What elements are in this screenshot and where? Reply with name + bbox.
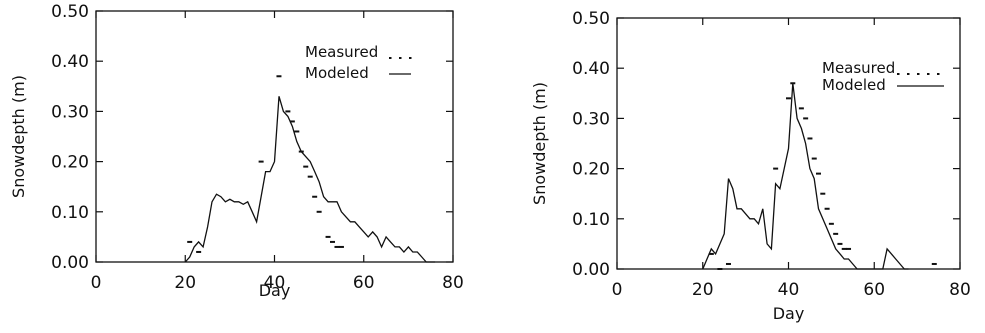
y-tick-label: 0.40 — [572, 59, 610, 79]
series-modeled-line — [702, 83, 909, 270]
y-tick-label: 0.10 — [572, 210, 610, 230]
x-tick-label: 40 — [778, 280, 800, 300]
x-tick-label: 0 — [91, 273, 102, 293]
series-modeled-line — [184, 96, 436, 263]
legend-modeled-label: Modeled — [822, 76, 886, 94]
chart-1: 0 20 40 60 80 0.00 0.10 0.20 0.30 0.40 0.50 Day Snow… — [9, 2, 464, 300]
x-tick-label: 0 — [612, 280, 623, 300]
x-tick-label: 20 — [174, 273, 196, 293]
legend-measured-label: Measured — [305, 43, 378, 61]
legend-measured-label: Measured — [822, 59, 895, 77]
x-tick-label: 60 — [863, 280, 885, 300]
x-tick-label: 40 — [264, 273, 286, 293]
y-axis-label: Snowdepth (m) — [530, 82, 549, 205]
y-tick-label: 0.00 — [51, 253, 89, 273]
x-tick-label: 80 — [949, 280, 971, 300]
y-tick-label: 0.30 — [572, 109, 610, 129]
y-tick-label: 0.40 — [51, 52, 89, 72]
plot-frame — [95, 10, 454, 263]
legend-modeled-label: Modeled — [305, 64, 369, 82]
x-axis-label: Day — [259, 281, 291, 300]
y-tick-label: 0.10 — [51, 203, 89, 223]
x-axis-label: Day — [773, 304, 805, 323]
x-tick-label: 60 — [353, 273, 375, 293]
y-tick-label: 0.50 — [572, 9, 610, 29]
x-tick-label: 80 — [442, 273, 464, 293]
y-axis-label: Snowdepth (m) — [9, 75, 28, 198]
x-tick-label: 20 — [692, 280, 714, 300]
chart-2: 0 20 40 60 80 0.00 0.10 0.20 0.30 0.40 0.50 Day Snow… — [530, 9, 971, 323]
y-tick-label: 0.50 — [51, 2, 89, 22]
y-tick-label: 0.20 — [572, 160, 610, 180]
y-tick-label: 0.30 — [51, 102, 89, 122]
y-tick-label: 0.20 — [51, 153, 89, 173]
y-tick-label: 0.00 — [572, 260, 610, 280]
